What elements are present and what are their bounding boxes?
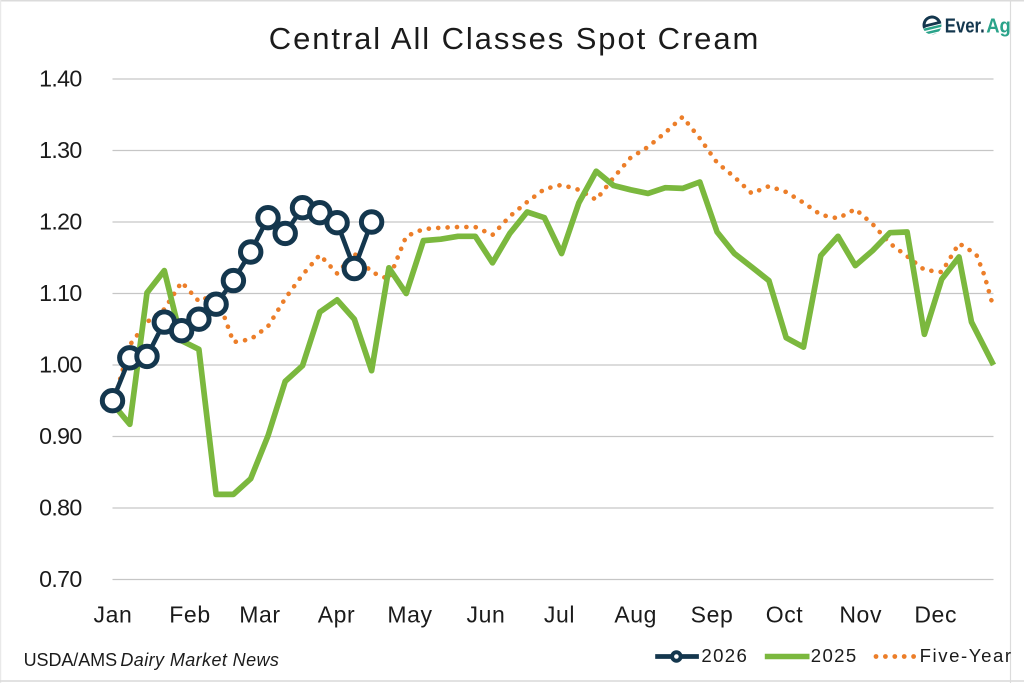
svg-text:Mar: Mar bbox=[239, 602, 280, 628]
svg-text:Jun: Jun bbox=[467, 602, 506, 628]
svg-text:Apr: Apr bbox=[318, 602, 356, 628]
svg-text:Ever.: Ever. bbox=[945, 15, 985, 37]
svg-text:Aug: Aug bbox=[614, 602, 657, 628]
svg-text:Central All Classes Spot Cream: Central All Classes Spot Cream bbox=[269, 21, 759, 56]
svg-text:0.80: 0.80 bbox=[39, 495, 82, 521]
svg-text:Feb: Feb bbox=[169, 602, 210, 628]
svg-text:Sep: Sep bbox=[691, 602, 734, 628]
svg-text:Five-Year: Five-Year bbox=[920, 645, 1012, 666]
svg-text:0.90: 0.90 bbox=[39, 423, 82, 449]
svg-text:Nov: Nov bbox=[839, 602, 882, 628]
svg-text:Jan: Jan bbox=[94, 602, 133, 628]
svg-text:0.70: 0.70 bbox=[39, 566, 82, 592]
svg-text:1.40: 1.40 bbox=[39, 66, 82, 92]
svg-text:Dairy Market News: Dairy Market News bbox=[120, 650, 279, 670]
svg-text:USDA/AMS: USDA/AMS bbox=[24, 650, 118, 670]
svg-text:1.20: 1.20 bbox=[39, 209, 82, 235]
svg-text:1.10: 1.10 bbox=[39, 280, 82, 306]
svg-text:Jul: Jul bbox=[544, 602, 575, 628]
svg-text:1.00: 1.00 bbox=[39, 352, 82, 378]
svg-text:2026: 2026 bbox=[701, 645, 746, 666]
svg-text:Oct: Oct bbox=[766, 602, 804, 628]
svg-text:Ag: Ag bbox=[986, 15, 1011, 37]
svg-text:May: May bbox=[387, 602, 432, 628]
svg-text:Dec: Dec bbox=[914, 602, 957, 628]
svg-text:2025: 2025 bbox=[811, 645, 856, 666]
svg-text:1.30: 1.30 bbox=[39, 137, 82, 163]
